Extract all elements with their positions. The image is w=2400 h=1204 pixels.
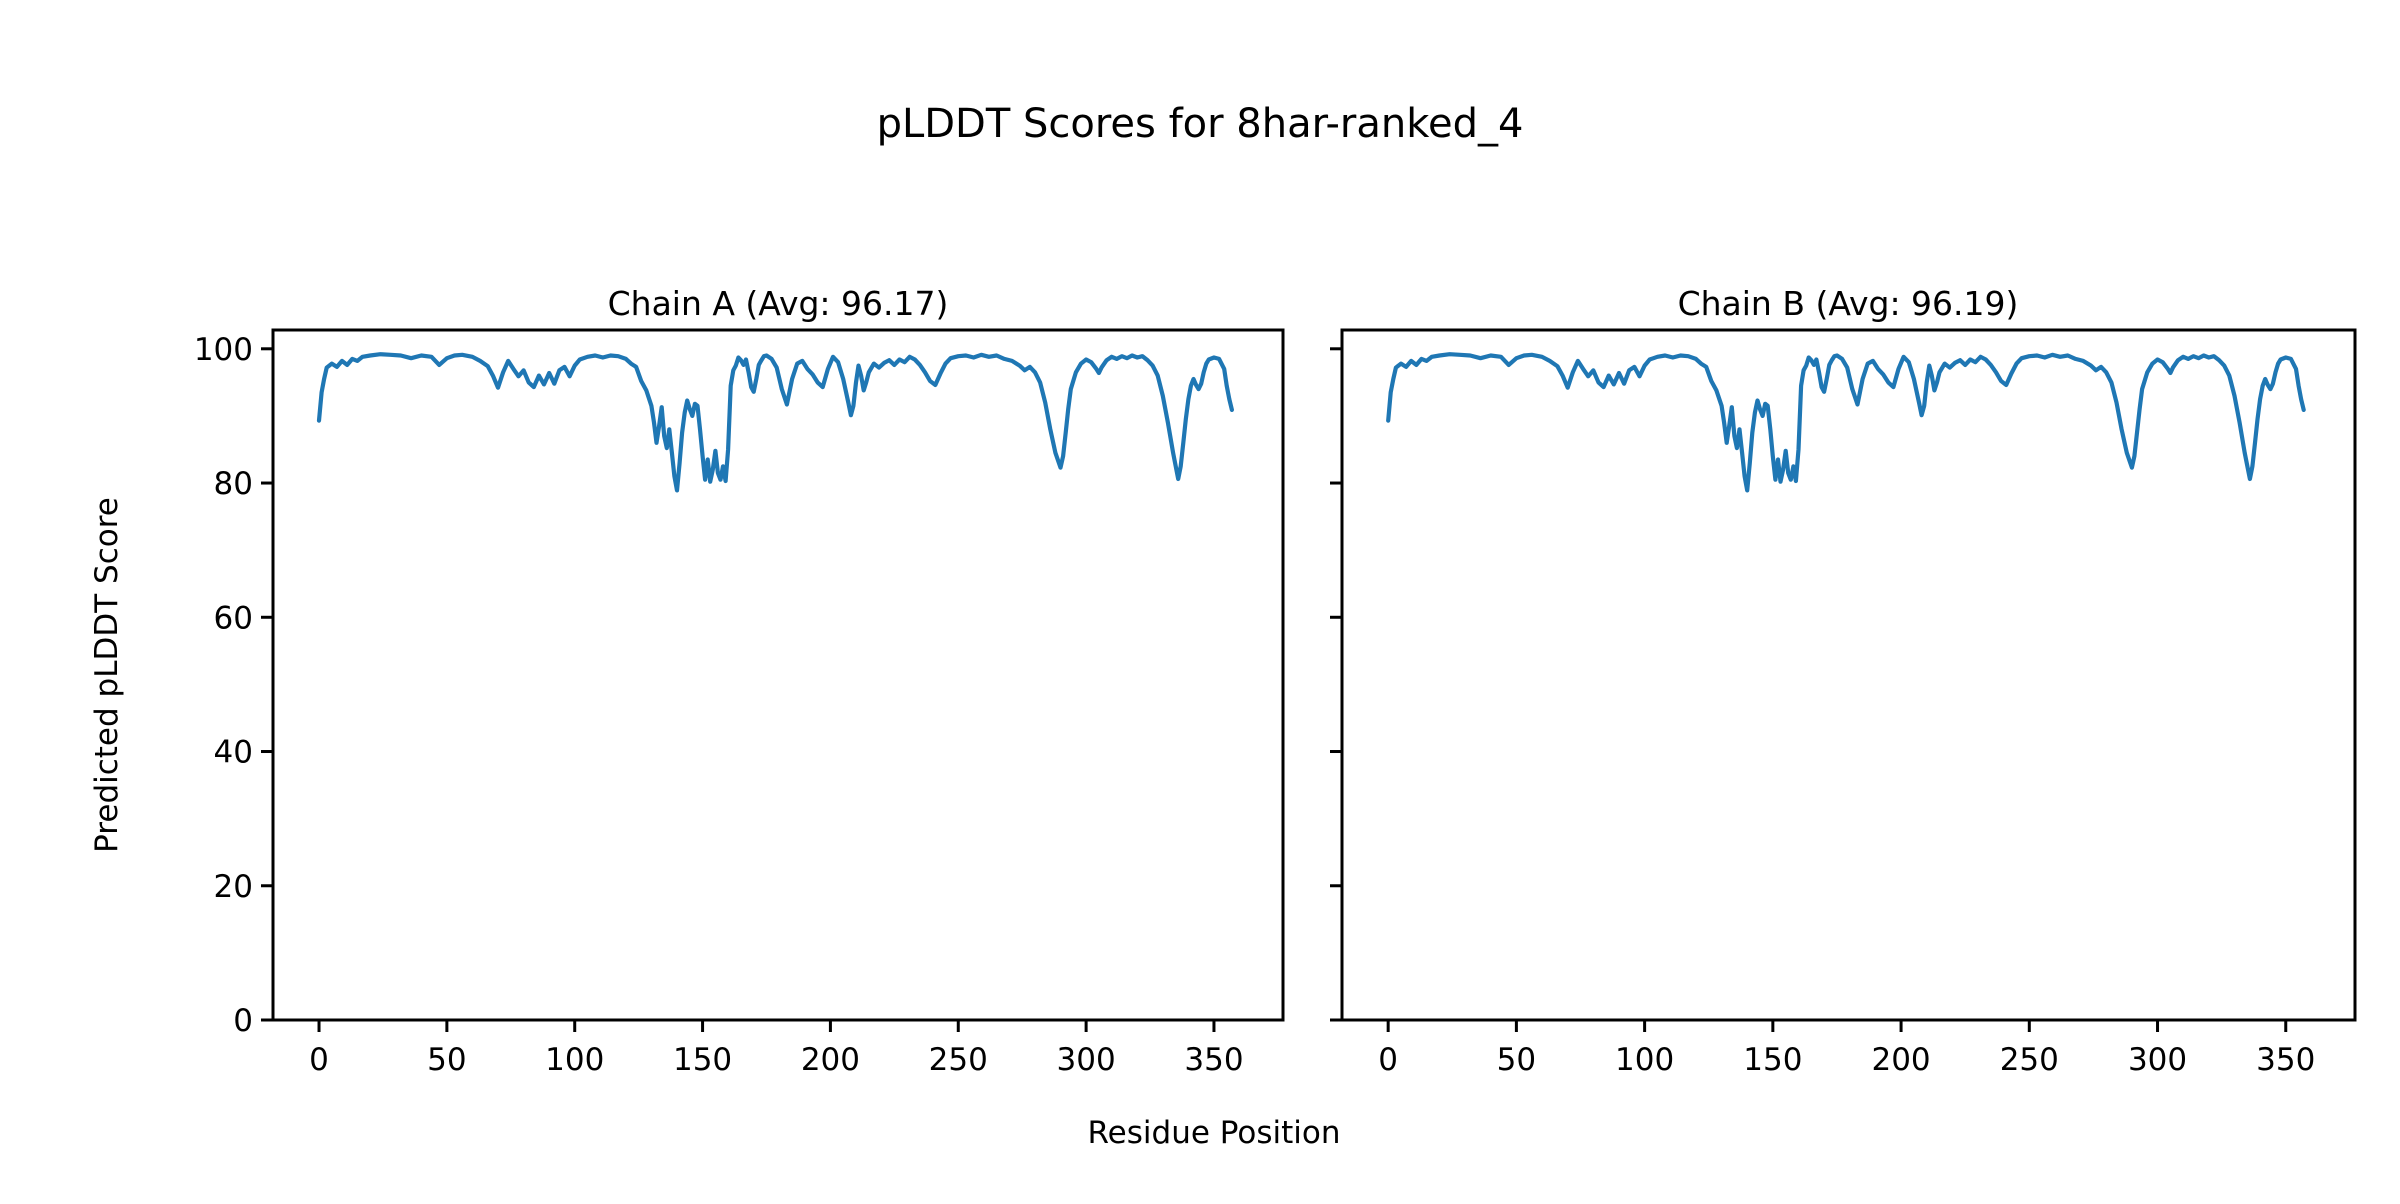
chain-a-plot: 0 50 100 150 200 250 300 350 0 20 40 60 80 100	[194, 328, 1285, 1078]
x-tick-label: 100	[1615, 1042, 1674, 1078]
x-tick-label: 300	[2128, 1042, 2187, 1078]
x-tick-label: 350	[1184, 1042, 1243, 1078]
axes-spines	[271, 328, 1285, 1022]
y-tick-label: 100	[194, 332, 253, 368]
x-tick-label: 150	[673, 1042, 732, 1078]
plddt-line-chain-b	[1386, 352, 2306, 493]
x-tick-label: 100	[545, 1042, 604, 1078]
x-tick-label: 50	[427, 1042, 466, 1078]
chain-b-plot: 0 50 100 150 200 250 300 350	[1330, 328, 2357, 1078]
y-axis-label: Predicted pLDDT Score	[89, 497, 125, 853]
x-axis-label: Residue Position	[1088, 1115, 1341, 1151]
x-tick-label: 0	[309, 1042, 329, 1078]
chain-a-title: Chain A (Avg: 96.17)	[608, 284, 949, 323]
y-tick-label: 0	[233, 1003, 253, 1039]
x-tick-label: 350	[2256, 1042, 2315, 1078]
x-tick-label: 50	[1497, 1042, 1536, 1078]
x-tick-label: 150	[1743, 1042, 1802, 1078]
x-tick-label: 200	[801, 1042, 860, 1078]
y-tick-label: 40	[214, 735, 253, 771]
x-tick-label: 250	[929, 1042, 988, 1078]
chain-b-title: Chain B (Avg: 96.19)	[1678, 284, 2019, 323]
y-tick-label: 80	[214, 466, 253, 502]
x-tick-label: 200	[1871, 1042, 1930, 1078]
x-tick-label: 300	[1057, 1042, 1116, 1078]
y-tick-label: 60	[214, 600, 253, 636]
x-tick-label: 250	[2000, 1042, 2059, 1078]
x-tick-label: 0	[1378, 1042, 1398, 1078]
figure-title: pLDDT Scores for 8har-ranked_4	[877, 101, 1524, 147]
y-tick-label: 20	[214, 869, 253, 905]
plddt-line-chain-a	[316, 352, 1235, 493]
axes-spines	[1340, 328, 2357, 1022]
